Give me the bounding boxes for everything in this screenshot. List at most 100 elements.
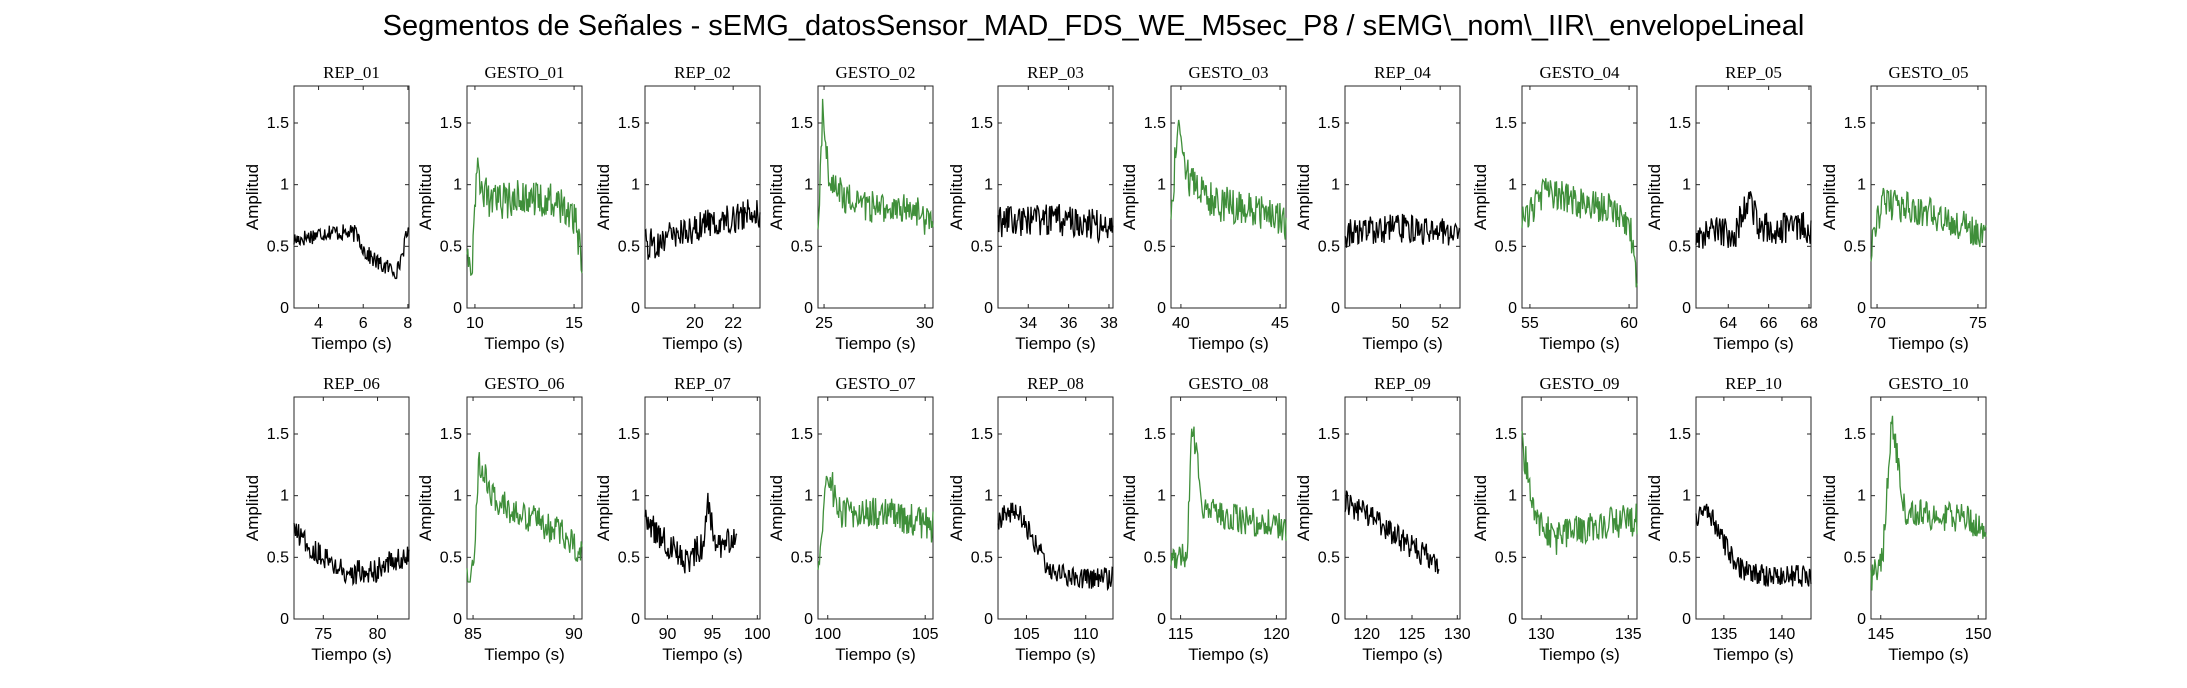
y-tick-label: 1 — [280, 488, 289, 505]
x-tick-label: 80 — [369, 626, 387, 643]
y-axis-label: Amplitud — [416, 164, 435, 230]
y-axis-label: Amplitud — [416, 475, 435, 541]
y-tick-label: 1.5 — [971, 426, 993, 443]
signal-line — [293, 224, 410, 280]
y-tick-label: 1.5 — [1144, 426, 1166, 443]
subplot-title: REP_09 — [1374, 374, 1431, 393]
subplot-title: REP_08 — [1027, 374, 1084, 393]
x-tick-label: 75 — [314, 626, 332, 643]
signal-line — [1695, 191, 1812, 249]
y-axis-label: Amplitud — [1645, 164, 1664, 230]
y-axis-label: Amplitud — [947, 475, 966, 541]
subplot-title: REP_03 — [1027, 63, 1084, 82]
signal-line — [1170, 426, 1287, 569]
y-tick-label: 1.5 — [618, 426, 640, 443]
y-tick-label: 1.5 — [971, 115, 993, 132]
y-tick-label: 0 — [280, 300, 289, 317]
y-tick-label: 1.5 — [1669, 426, 1691, 443]
y-tick-label: 0 — [804, 611, 813, 628]
y-tick-label: 0 — [280, 611, 289, 628]
y-tick-label: 0.5 — [1318, 238, 1340, 255]
x-tick-label: 70 — [1868, 315, 1886, 332]
x-tick-label: 130 — [1528, 626, 1555, 643]
y-tick-label: 1 — [631, 177, 640, 194]
y-tick-label: 0.5 — [1669, 238, 1691, 255]
subplot-gesto-09: GESTO_09 0 0.5 1 1.5 130 135 Tiempo (s) Amplitud — [1471, 374, 1642, 664]
signal-line — [466, 452, 583, 583]
subplot-gesto-07: GESTO_07 0 0.5 1 1.5 100 105 Tiempo (s) Amplitud — [767, 374, 939, 664]
axes-box — [1695, 396, 1812, 620]
signal-line — [1695, 503, 1812, 587]
y-tick-label: 1 — [1682, 488, 1691, 505]
subplot-title: GESTO_05 — [1889, 63, 1969, 82]
x-axis-label: Tiempo (s) — [835, 334, 916, 353]
y-tick-label: 1.5 — [1318, 115, 1340, 132]
x-tick-label: 64 — [1719, 315, 1737, 332]
axes-box — [1695, 85, 1812, 309]
subplot-title: GESTO_04 — [1540, 63, 1620, 82]
figure-title: Segmentos de Señales - sEMG_datosSensor_… — [382, 10, 1805, 42]
y-tick-label: 0.5 — [1844, 238, 1866, 255]
subplot-title: REP_04 — [1374, 63, 1431, 82]
signal-line — [1170, 119, 1287, 240]
axes-box — [644, 396, 761, 620]
x-axis-label: Tiempo (s) — [484, 645, 565, 664]
signal-line — [1870, 415, 1987, 591]
y-tick-label: 0.5 — [440, 549, 462, 566]
y-tick-label: 0.5 — [440, 238, 462, 255]
y-tick-label: 0 — [1331, 300, 1340, 317]
subplot-title: GESTO_02 — [836, 63, 916, 82]
x-axis-label: Tiempo (s) — [662, 645, 743, 664]
y-axis-label: Amplitud — [767, 475, 786, 541]
x-tick-label: 20 — [686, 315, 704, 332]
y-tick-label: 1 — [804, 177, 813, 194]
y-tick-label: 0 — [1857, 300, 1866, 317]
axes-box — [293, 396, 410, 620]
y-axis-label: Amplitud — [594, 164, 613, 230]
axes-box — [1521, 396, 1638, 620]
x-tick-label: 55 — [1521, 315, 1539, 332]
subplot-title: GESTO_10 — [1889, 374, 1969, 393]
signal-line — [1521, 430, 1638, 555]
subplot-gesto-10: GESTO_10 0 0.5 1 1.5 145 150 Tiempo (s) Amplitud — [1820, 374, 1992, 664]
x-tick-label: 50 — [1392, 315, 1410, 332]
axes-box — [997, 85, 1114, 309]
y-tick-label: 0 — [1331, 611, 1340, 628]
x-tick-label: 25 — [815, 315, 833, 332]
y-tick-label: 0.5 — [1669, 549, 1691, 566]
axes-box — [1344, 85, 1461, 309]
x-tick-label: 36 — [1060, 315, 1078, 332]
y-tick-label: 1 — [1857, 488, 1866, 505]
y-tick-label: 1.5 — [1318, 426, 1340, 443]
y-tick-label: 1.5 — [791, 115, 813, 132]
x-axis-label: Tiempo (s) — [1888, 645, 1969, 664]
y-tick-label: 1 — [453, 177, 462, 194]
y-tick-label: 1.5 — [1844, 115, 1866, 132]
x-axis-label: Tiempo (s) — [311, 334, 392, 353]
y-tick-label: 0 — [804, 300, 813, 317]
subplot-title: REP_02 — [674, 63, 731, 82]
y-axis-label: Amplitud — [1471, 164, 1490, 230]
subplot-gesto-08: GESTO_08 0 0.5 1 1.5 115 120 Tiempo (s) Amplitud — [1120, 374, 1290, 664]
y-tick-label: 0 — [453, 300, 462, 317]
subplot-title: GESTO_03 — [1189, 63, 1269, 82]
y-tick-label: 1 — [1508, 488, 1517, 505]
signal-line — [1344, 490, 1440, 574]
subplot-title: REP_06 — [323, 374, 380, 393]
y-tick-label: 1 — [984, 177, 993, 194]
x-tick-label: 45 — [1271, 315, 1289, 332]
x-tick-label: 100 — [814, 626, 841, 643]
x-axis-label: Tiempo (s) — [1362, 645, 1443, 664]
x-tick-label: 95 — [703, 626, 721, 643]
x-axis-label: Tiempo (s) — [662, 334, 743, 353]
x-axis-label: Tiempo (s) — [1362, 334, 1443, 353]
axes-box — [1170, 396, 1287, 620]
subplot-title: GESTO_09 — [1540, 374, 1620, 393]
x-tick-label: 34 — [1019, 315, 1037, 332]
y-tick-label: 0.5 — [618, 238, 640, 255]
y-axis-label: Amplitud — [1820, 475, 1839, 541]
x-axis-label: Tiempo (s) — [1015, 645, 1096, 664]
